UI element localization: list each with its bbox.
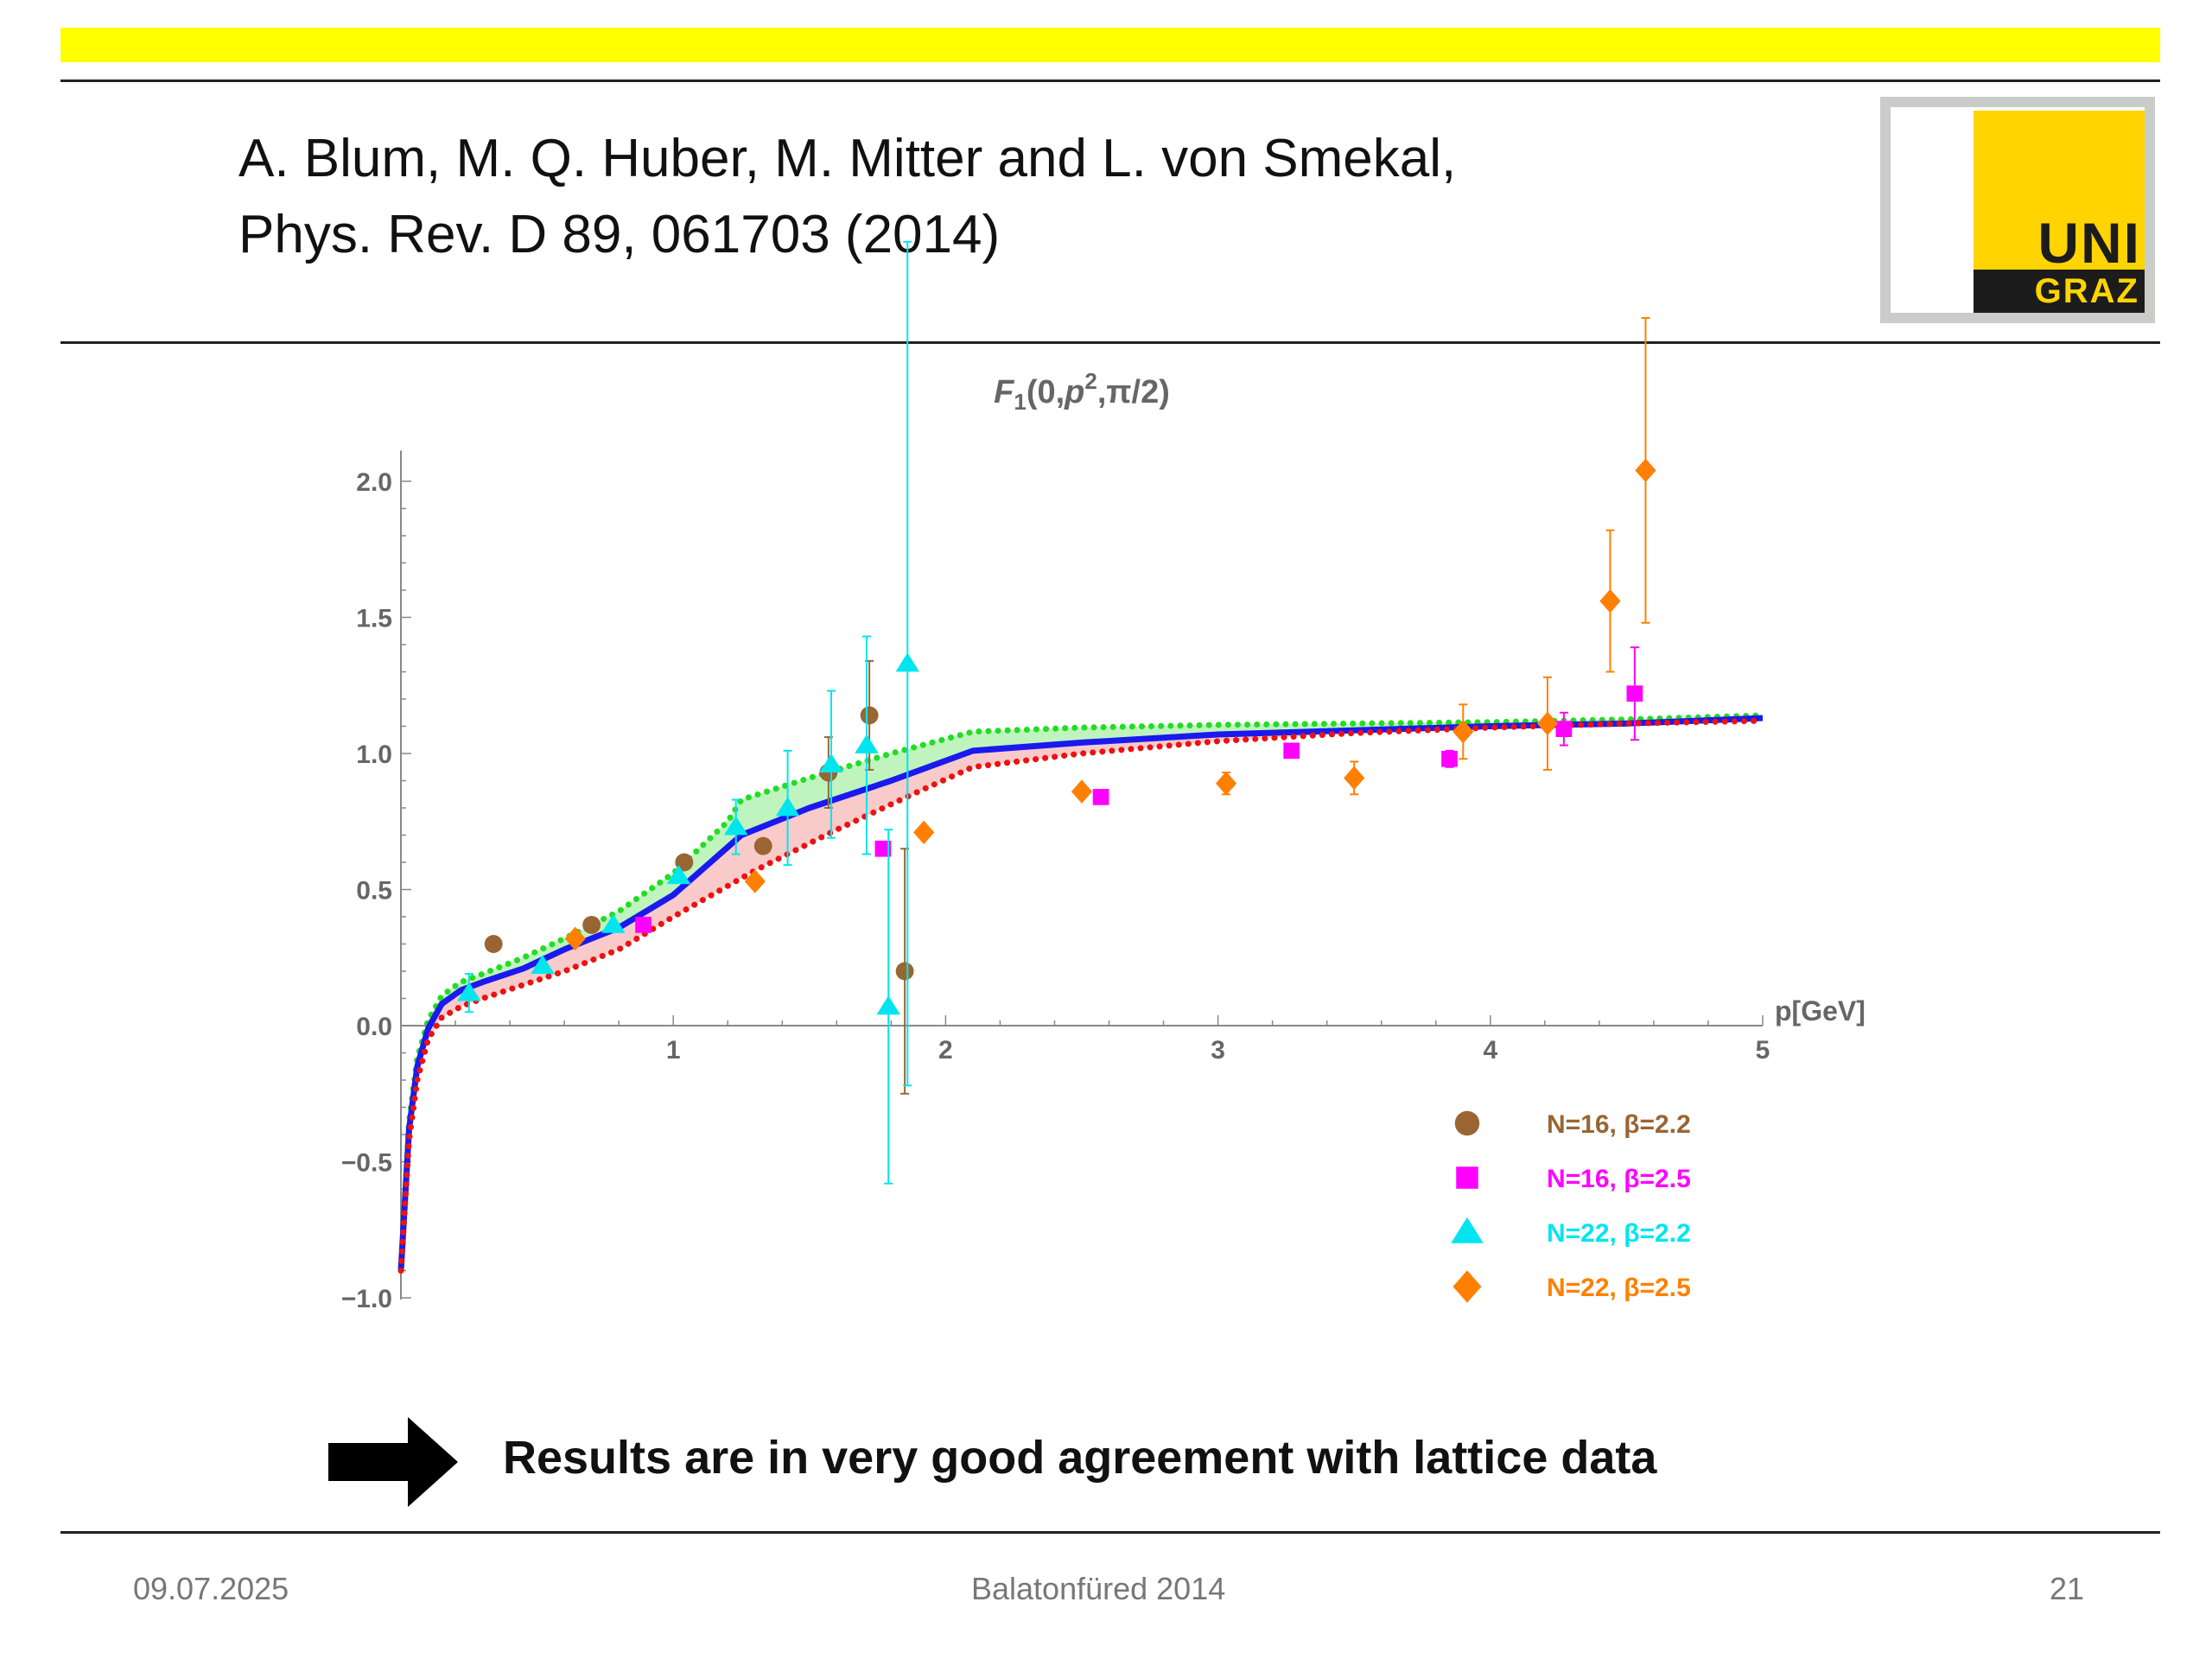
y-tick-label: 0.5 — [356, 877, 392, 906]
x-tick-label: 1 — [666, 1036, 681, 1065]
central-solid-curve — [397, 715, 1764, 1271]
footer-event: Balatonfüred 2014 — [971, 1571, 1226, 1606]
data-point-diamond — [913, 820, 935, 845]
form-factor-chart: F1(0,p2,π/2) 2.01.51.00.50.0−0.5−1.01 2 3 4… — [341, 240, 1866, 1313]
y-tick-label: 1.0 — [356, 741, 392, 769]
logo-text-uni: UNI — [2037, 211, 2141, 275]
data-point-circle — [895, 962, 914, 981]
chart-legend: N=16, β=2.2 N=16, β=2.5 N=22, β=2.2 N=22, β… — [1451, 1110, 1691, 1303]
data-point-circle — [860, 706, 879, 725]
upper-dotted-curve — [397, 712, 1766, 1274]
x-tick-label: 3 — [1211, 1036, 1225, 1065]
data-point-square — [1283, 742, 1300, 760]
legend-marker-diamond — [1452, 1270, 1482, 1303]
y-tick-label: 0.0 — [356, 1013, 392, 1041]
accent-bar — [60, 28, 2160, 62]
footer-rule — [60, 1531, 2160, 1534]
uni-graz-logo: UNI GRAZ — [1880, 97, 2155, 323]
data-point-circle — [484, 935, 503, 953]
title-args-b: ,π/2) — [1097, 374, 1170, 410]
header-bottom-rule — [60, 341, 2160, 344]
conclusion-text: Results are in very good agreement with … — [503, 1432, 1657, 1484]
chart-axes: 2.0 1.5 1.0 0.5 0.0 −0.5 −1.0 1 2 3 4 5p[GeV] — [341, 450, 1866, 1313]
x-tick-label: 2 — [938, 1036, 953, 1065]
title-func: F — [994, 374, 1015, 410]
legend-marker-triangle — [1451, 1217, 1484, 1243]
data-point-triangle — [723, 816, 748, 836]
chart-title: F1(0,p2,π/2) — [994, 368, 1170, 415]
footer-date: 09.07.2025 — [133, 1571, 289, 1606]
title-var: p — [1064, 374, 1084, 410]
y-tick-label: 1.5 — [356, 605, 392, 633]
data-point-square — [874, 840, 892, 857]
data-point-circle — [753, 836, 772, 855]
theory-curves — [397, 712, 1766, 1274]
legend-marker-square — [1456, 1166, 1478, 1189]
citation: A. Blum, M. Q. Huber, M. Mitter and L. v… — [238, 121, 1456, 273]
data-point-diamond — [744, 869, 766, 893]
data-point-square — [1555, 721, 1573, 737]
data-point-diamond — [1071, 779, 1093, 804]
footer-page-number: 21 — [2050, 1571, 2085, 1606]
logo-black-strip — [1974, 270, 2145, 313]
header-top-rule — [60, 79, 2160, 82]
title-sup: 2 — [1084, 368, 1096, 394]
citation-authors: A. Blum, M. Q. Huber, M. Mitter and L. v… — [238, 129, 1457, 188]
data-point-diamond — [1536, 711, 1559, 736]
y-tick-label: 2.0 — [356, 468, 392, 497]
data-point-square — [1626, 685, 1643, 702]
x-tick-label: 5 — [1756, 1036, 1770, 1065]
data-point-triangle — [855, 734, 879, 753]
data-point-triangle — [457, 982, 481, 1001]
citation-reference: Phys. Rev. D 89, 061703 (2014) — [238, 205, 1001, 264]
data-point-diamond — [1635, 458, 1656, 483]
title-args-a: (0, — [1027, 374, 1065, 410]
data-point-triangle — [775, 797, 800, 817]
legend-label: N=22, β=2.2 — [1547, 1219, 1691, 1248]
data-point-triangle — [601, 913, 626, 933]
data-point-triangle — [819, 753, 843, 772]
data-point-diamond — [1599, 588, 1621, 613]
title-sub: 1 — [1014, 389, 1026, 415]
legend-label: N=22, β=2.5 — [1547, 1274, 1691, 1302]
legend-marker-circle — [1454, 1110, 1480, 1136]
legend-label: N=16, β=2.2 — [1547, 1110, 1691, 1139]
y-tick-label: −0.5 — [341, 1149, 392, 1178]
data-point-triangle — [531, 955, 555, 975]
data-point-circle — [582, 916, 601, 934]
data-point-diamond — [1344, 766, 1365, 791]
data-point-square — [1441, 750, 1458, 767]
lower-band — [401, 718, 1763, 1271]
data-point-triangle — [876, 995, 900, 1015]
data-point-diamond — [1452, 720, 1474, 744]
y-tick-label: −1.0 — [341, 1285, 392, 1313]
uncertainty-bands — [401, 715, 1763, 1271]
data-point-diamond — [564, 926, 586, 950]
right-arrow-icon — [328, 1417, 458, 1507]
data-point-triangle — [895, 652, 920, 672]
x-axis-label: p[GeV] — [1775, 995, 1866, 1027]
data-point-triangle — [666, 865, 691, 885]
lattice-data-points — [457, 240, 1656, 1185]
data-point-square — [635, 917, 652, 933]
legend-label: N=16, β=2.5 — [1547, 1165, 1691, 1193]
logo-text-graz: GRAZ — [2034, 272, 2139, 310]
data-point-square — [1092, 789, 1109, 805]
lower-dotted-curve — [397, 717, 1766, 1274]
data-point-diamond — [1215, 771, 1237, 796]
x-tick-label: 4 — [1483, 1036, 1497, 1065]
